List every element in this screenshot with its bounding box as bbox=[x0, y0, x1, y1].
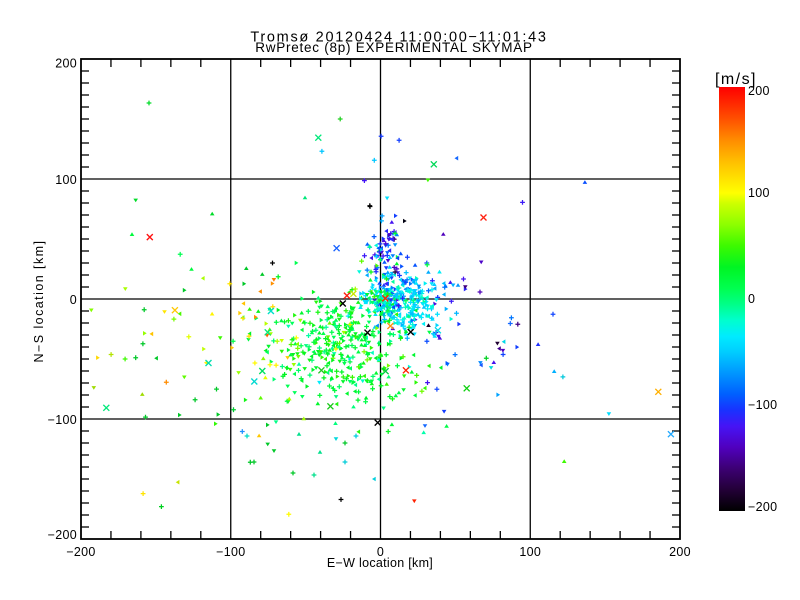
svg-text:−100: −100 bbox=[216, 545, 245, 559]
svg-text:RwPretec (8p) EXPERIMENTAL SKY: RwPretec (8p) EXPERIMENTAL SKYMAP bbox=[255, 40, 533, 55]
svg-text:100: 100 bbox=[55, 173, 77, 187]
svg-text:0: 0 bbox=[377, 545, 384, 559]
svg-text:200: 200 bbox=[55, 57, 77, 71]
svg-text:Tromsø 20120424 11:00:00−11:01: Tromsø 20120424 11:00:00−11:01:43 bbox=[250, 30, 547, 46]
svg-text:−100: −100 bbox=[48, 413, 77, 427]
svg-text:−100: −100 bbox=[748, 398, 777, 412]
svg-text:0: 0 bbox=[748, 292, 755, 306]
svg-text:200: 200 bbox=[748, 84, 770, 98]
svg-text:N−S location [km]: N−S location [km] bbox=[32, 240, 46, 363]
svg-text:−200: −200 bbox=[66, 545, 95, 559]
svg-text:100: 100 bbox=[748, 186, 770, 200]
svg-text:−200: −200 bbox=[748, 500, 777, 514]
svg-text:0: 0 bbox=[70, 293, 77, 307]
svg-text:[m/s]: [m/s] bbox=[715, 71, 757, 88]
svg-text:E−W location [km]: E−W location [km] bbox=[327, 556, 433, 570]
svg-text:−200: −200 bbox=[48, 528, 77, 542]
svg-text:100: 100 bbox=[519, 545, 541, 559]
svg-text:200: 200 bbox=[669, 545, 691, 559]
